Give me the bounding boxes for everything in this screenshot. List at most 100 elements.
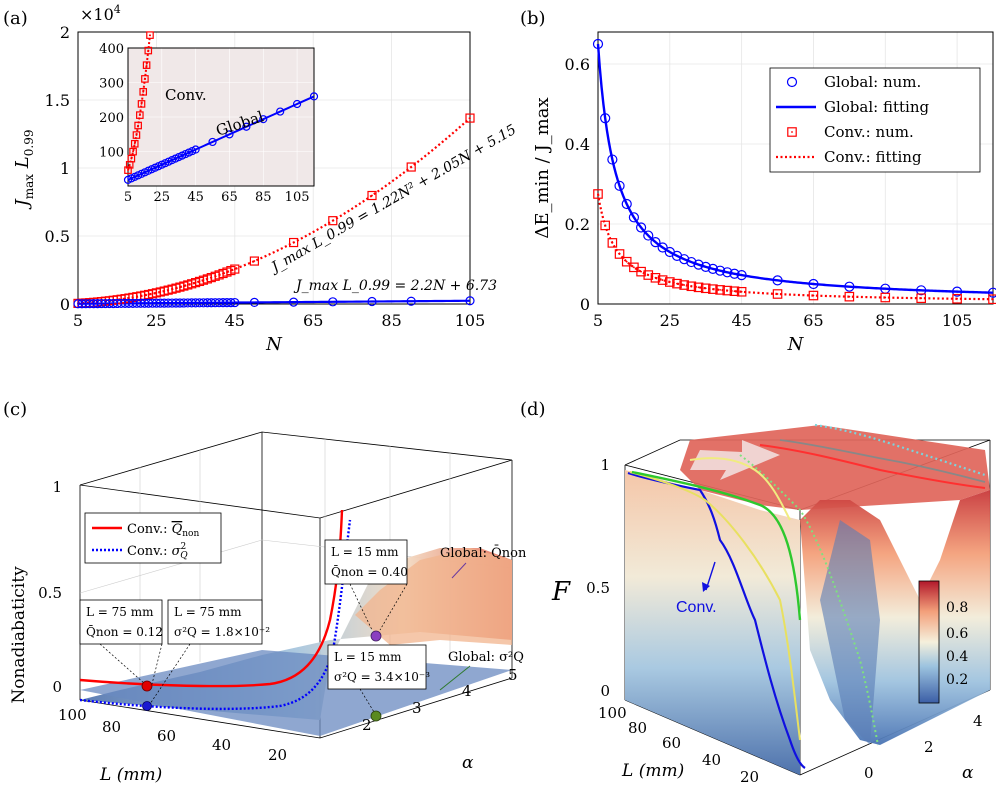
a-inset-conv-point-12: [144, 46, 153, 55]
panel-d-xticks: 100 80 60 40 20: [598, 704, 759, 786]
b-conv-point-7-dot: [647, 274, 650, 276]
a-inset-global-point-26: [292, 99, 302, 109]
b-conv-point-18-dot: [726, 289, 729, 292]
b-conv-point-0: [593, 189, 603, 199]
a-inset-global-point-25: [276, 107, 285, 116]
c-ann2-l2: σ²Q = 1.8×10⁻²: [174, 625, 270, 639]
c-legend-2: Conv.: σ2 Q: [127, 542, 188, 561]
a-ytick-4: 2: [60, 23, 70, 42]
d-cbar-02: 0.2: [946, 672, 968, 688]
b-xtick-5: 105: [942, 311, 973, 330]
b-conv-point-8-dot: [654, 276, 657, 279]
b-ylabel: ΔE_min / J_max: [532, 97, 553, 238]
b-conv-point-26-dot: [956, 297, 958, 300]
b-conv-point-9-dot: [661, 279, 664, 281]
a-global-point-39: [226, 297, 236, 308]
b-legend-label-1: Global: fitting: [824, 98, 929, 116]
d-ytick-2: 2: [924, 738, 934, 756]
b-conv-point-18: [722, 285, 733, 296]
b-global-point-27: [987, 287, 996, 298]
a-inset-global-point-21: [208, 137, 217, 147]
a-inset-xtick-2: 45: [187, 190, 204, 205]
b-conv-point-13-dot: [690, 285, 693, 288]
panel-c-annotations: L = 75 mm Q̄non = 0.12 L = 75 mm σ²Q = 1…: [79, 539, 527, 713]
b-conv-point-11: [672, 278, 682, 289]
a-xlabel: N: [265, 334, 283, 355]
b-conv-point-1-dot: [604, 224, 607, 227]
a-global-point-41: [249, 297, 259, 308]
a-inset-conv-point-12-dot: [147, 49, 150, 52]
a-conv-point-42-dot: [292, 241, 295, 244]
c-legend-1: Conv.: Qnon: [127, 522, 199, 539]
c-ytick-2: 2: [362, 716, 372, 734]
panel-c-label: (c): [3, 399, 27, 420]
a-ytick-3: 1.5: [45, 91, 70, 110]
a-xtick-0: 5: [73, 311, 83, 330]
a-conv-point-46-dot: [469, 117, 471, 119]
b-global-point-6: [635, 222, 647, 233]
a-xtick-5: 105: [455, 311, 486, 330]
b-conv-point-19-dot: [733, 290, 736, 293]
a-ytick-1: 0.5: [45, 227, 70, 246]
d-yellow-curve: [629, 471, 801, 741]
b-conv-point-16: [708, 284, 718, 294]
b-conv-point-26: [952, 293, 962, 304]
a-conv-point-45-dot: [410, 166, 413, 168]
b-global-point-5: [628, 212, 640, 223]
c-ztick-0: 0: [52, 678, 62, 696]
b-conv-point-27: [988, 294, 996, 305]
b-frame: [597, 31, 994, 305]
d-yellow-curve-2: [689, 457, 791, 521]
c-ztick-1: 1: [52, 478, 62, 496]
a-conv-point-41-dot: [253, 260, 256, 262]
c-global-q: Global: Q̄non: [440, 545, 527, 561]
a-inset-conv-point-1-dot: [128, 163, 131, 166]
d-ztick-05: 0.5: [586, 579, 610, 597]
d-conv-label: Conv.: [676, 599, 717, 616]
a-conv-point-40-dot: [233, 268, 236, 270]
c-ytick-4: 4: [462, 682, 472, 700]
b-global-point-14: [693, 259, 704, 270]
b-ytick-3: 0.6: [565, 55, 590, 74]
a-inset-conv-point-6-dot: [137, 124, 140, 127]
b-global-point-12: [679, 254, 690, 265]
d-conv-arrowhead: [702, 582, 710, 592]
b-conv-point-12: [679, 280, 689, 290]
b-global-point-18: [722, 267, 733, 278]
b-conv-point-15: [700, 283, 711, 294]
a-conv-point-43: [328, 216, 338, 226]
b-legend-marker-2-dot: [791, 131, 793, 133]
d-xtick-20: 20: [740, 768, 759, 786]
b-conv-point-20-dot: [740, 290, 743, 293]
d-grey-curve: [779, 439, 986, 483]
c-ytick-3: 3: [412, 699, 422, 717]
d-xtick-80: 80: [628, 719, 647, 737]
d-green-curve: [631, 470, 802, 621]
a-inset-conv-point-2: [127, 154, 136, 163]
panel-d-yticks: 0 2 4: [864, 712, 983, 782]
c-ylabel: α: [462, 753, 474, 773]
a-inset-ytick-3: 400: [99, 42, 124, 57]
d-xlabel: L (mm): [621, 761, 684, 781]
a-inset-global-point-23: [242, 122, 251, 131]
b-conv-point-10: [665, 277, 675, 287]
b-conv-point-9: [657, 275, 668, 285]
b-conv-point-15-dot: [704, 287, 707, 290]
panel-c-zticks: 1 0.5 0: [38, 478, 62, 696]
b-ytick-0: 0: [580, 295, 590, 314]
b-global-point-17: [714, 265, 726, 276]
a-inset-conv-point-2-dot: [130, 157, 133, 160]
a-inset-global-point-22: [225, 130, 234, 139]
b-conv-point-23: [844, 291, 855, 302]
c-ann3-l1: L = 15 mm: [331, 545, 399, 559]
a-inset-conv-point-9: [139, 88, 148, 96]
panel-d: (d) 1 0.5 0 F 100: [520, 399, 991, 786]
a-inset-ytick-2: 300: [99, 77, 124, 92]
a-inset-conv-point-8-dot: [140, 102, 143, 105]
b-global-point-9: [657, 242, 668, 253]
b-xtick-2: 45: [731, 311, 751, 330]
a-inset-conv-label: Conv.: [165, 86, 207, 104]
a-conv-point-44: [367, 190, 377, 201]
d-ytick-0: 0: [864, 764, 874, 782]
a-inset-conv-point-5-dot: [135, 134, 138, 136]
